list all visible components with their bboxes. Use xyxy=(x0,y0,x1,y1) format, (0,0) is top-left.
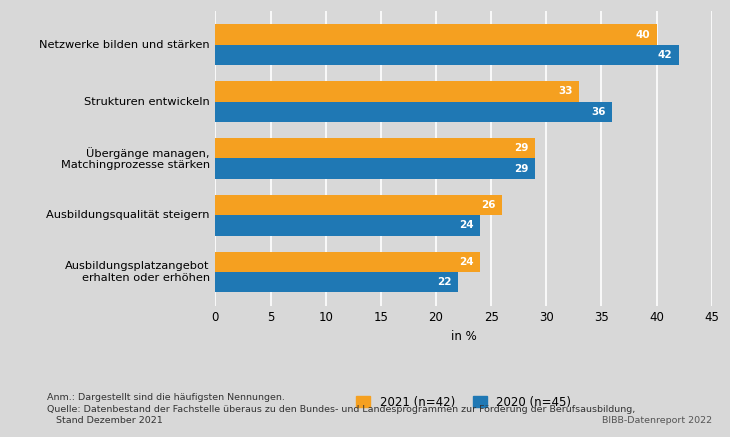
Text: 24: 24 xyxy=(459,220,474,230)
Text: 42: 42 xyxy=(658,50,672,60)
Legend: 2021 (n=42), 2020 (n=45): 2021 (n=42), 2020 (n=45) xyxy=(353,392,575,412)
Text: 36: 36 xyxy=(591,107,606,117)
Text: 22: 22 xyxy=(437,277,451,287)
X-axis label: in %: in % xyxy=(450,330,477,343)
Text: 40: 40 xyxy=(635,30,650,40)
Text: 24: 24 xyxy=(459,257,474,267)
Text: 33: 33 xyxy=(558,87,573,97)
Text: Anm.: Dargestellt sind die häufigsten Nennungen.: Anm.: Dargestellt sind die häufigsten Ne… xyxy=(47,393,285,402)
Bar xyxy=(215,138,535,159)
Bar xyxy=(215,195,502,215)
Bar xyxy=(215,45,679,65)
Text: Quelle: Datenbestand der Fachstelle überaus zu den Bundes- und Landesprogrammen : Quelle: Datenbestand der Fachstelle über… xyxy=(47,405,636,414)
Bar xyxy=(215,252,480,272)
Bar xyxy=(215,215,480,236)
Text: 26: 26 xyxy=(481,200,496,210)
Bar xyxy=(215,101,612,122)
Bar xyxy=(215,159,535,179)
Bar xyxy=(215,81,580,101)
Text: Stand Dezember 2021: Stand Dezember 2021 xyxy=(47,416,164,425)
Bar xyxy=(215,272,458,292)
Bar xyxy=(215,24,656,45)
Text: 29: 29 xyxy=(514,163,529,173)
Text: 29: 29 xyxy=(514,143,529,153)
Text: BIBB-Datenreport 2022: BIBB-Datenreport 2022 xyxy=(602,416,712,425)
